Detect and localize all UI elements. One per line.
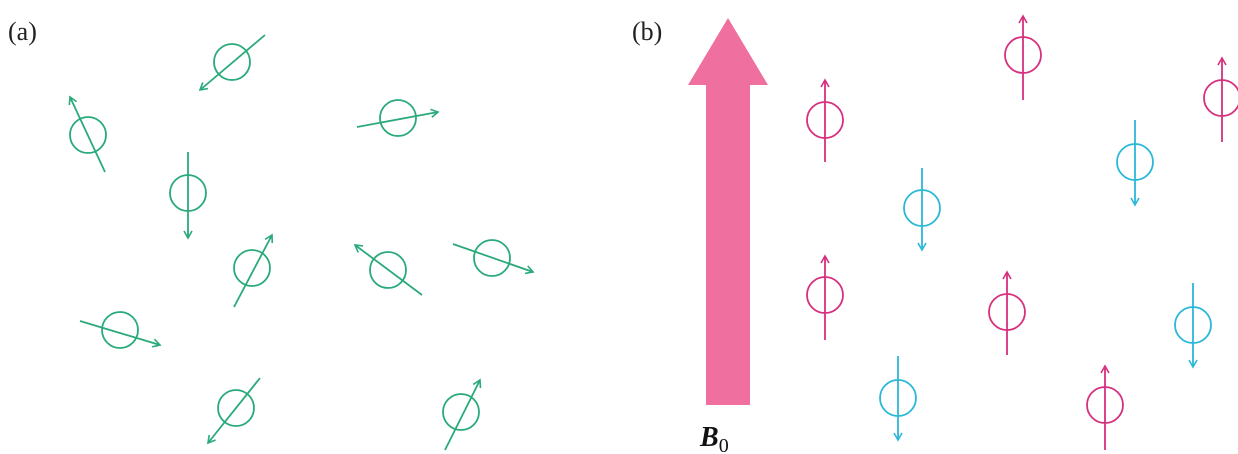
spin-circle (234, 250, 270, 286)
panel-label: (b) (632, 17, 662, 46)
field-label: B0 (699, 422, 729, 454)
spin-axis (80, 321, 160, 345)
spin-axis (357, 112, 438, 127)
spins (70, 16, 1238, 450)
spin-circle (1204, 80, 1238, 116)
field-arrow (688, 18, 768, 405)
spin-circle (443, 394, 479, 430)
spin-axis (70, 97, 105, 172)
field-subscript: 0 (719, 435, 729, 454)
panel-label: (a) (8, 17, 37, 46)
spin-axis (453, 244, 533, 272)
spin-axis (208, 378, 260, 443)
spin-circle (380, 100, 416, 136)
field-symbol: B (699, 422, 719, 453)
spin-axis (445, 380, 480, 450)
figure: (a) (b) B0 (0, 0, 1238, 454)
spin-axis (234, 235, 272, 307)
